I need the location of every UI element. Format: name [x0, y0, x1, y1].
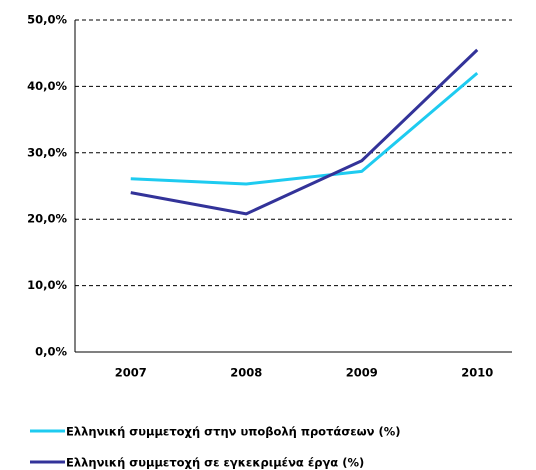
series-line: [130, 71, 479, 186]
series-line: [130, 48, 479, 216]
x-tick-label: 2008: [230, 366, 262, 380]
y-tick-label: 50,0%: [27, 13, 67, 27]
legend-label: Ελληνική συμμετοχή σε εγκεκριμένα έργα (…: [66, 456, 364, 470]
x-tick-label: 2007: [115, 366, 147, 380]
y-tick-label: 30,0%: [27, 145, 67, 159]
x-tick-label: 2009: [346, 366, 378, 380]
y-tick-label: 0,0%: [35, 345, 67, 359]
y-tick-label: 10,0%: [27, 278, 67, 292]
x-tick-label: 2010: [461, 366, 493, 380]
y-tick-label: 40,0%: [27, 79, 67, 93]
legend-label: Ελληνική συμμετοχή στην υποβολή προτάσεω…: [66, 425, 401, 439]
y-tick-label: 20,0%: [27, 212, 67, 226]
